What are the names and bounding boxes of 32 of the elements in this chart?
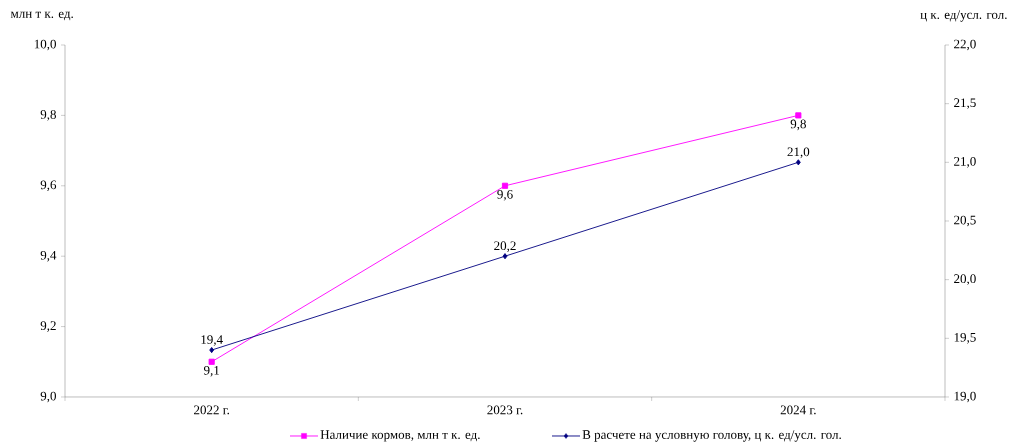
y2-tick-label: 19,0 (954, 391, 976, 403)
point (209, 347, 215, 354)
y-tick-label: 9,0 (40, 391, 56, 403)
y-tick-label: 9,4 (40, 250, 57, 262)
y2-tick-label: 21,0 (954, 157, 976, 168)
y2-tick-label: 20,5 (954, 215, 976, 227)
point (208, 358, 215, 365)
y2-tick-label: 19,5 (954, 333, 976, 344)
y2-tick-label: 20,0 (954, 274, 976, 285)
y-tick-label: 9,8 (40, 110, 56, 121)
legend-label: Наличие кормов, млн т к. ед. (320, 430, 480, 442)
y2-axis-title: ц к. ед/усл. гол. (920, 10, 1007, 22)
point (795, 159, 801, 166)
data-label: 19,4 (201, 335, 223, 346)
legend-label: В расчете на условную голову, ц к. ед/усл. гол. (582, 430, 841, 442)
data-label: 9,8 (790, 119, 806, 131)
data-label: 20,2 (494, 241, 516, 252)
y-axis-title: млн т к. ед. (10, 11, 73, 21)
y-tick-label: 9,6 (40, 180, 57, 192)
data-label: 9,6 (497, 189, 513, 201)
point (795, 112, 802, 119)
x-tick-label: 2024 г. (780, 405, 816, 415)
x-tick-label: 2022 г. (194, 405, 230, 415)
y2-tick-label: 22,0 (954, 39, 976, 51)
x-tick-label: 2023 г. (487, 405, 523, 415)
point (502, 253, 508, 260)
data-label: 21,0 (787, 147, 810, 159)
point (501, 182, 509, 189)
data-label: 9,1 (203, 365, 220, 377)
y2-tick-label: 21,5 (954, 98, 976, 109)
y-tick-label: 10,0 (34, 39, 56, 51)
y-tick-label: 9,2 (40, 321, 56, 332)
